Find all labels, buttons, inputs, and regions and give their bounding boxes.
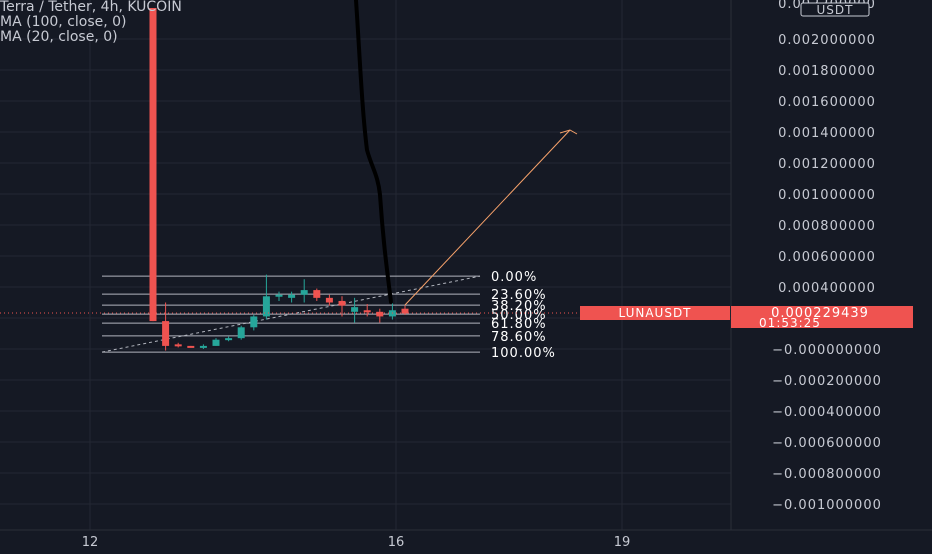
candle-body [351,307,359,312]
fib-level-label: 38.20% [491,299,547,314]
time-tick-label: 16 [388,535,405,550]
price-tick-label: 0.001200000 [778,157,876,172]
legend-symbol[interactable]: Terra / Tether, 4h, KUCOIN [0,0,182,15]
candle-body [162,321,170,346]
fib-level-label: 50.00% [491,308,547,323]
candle [363,304,371,317]
candle-body [262,296,270,317]
candle-body [313,290,321,298]
price-tick-label: 0.000600000 [778,250,876,265]
candle [325,294,333,306]
price-axis[interactable]: 0.002000000 0.001800000 0.001600000 0.00140… [772,33,882,513]
fib-level-label: 78.60% [491,330,547,345]
time-tick-label: 19 [614,535,631,550]
projection-arrow[interactable] [404,129,578,306]
candle-body [187,345,195,348]
currency-badge-label: USDT [817,3,854,17]
chart-legend: Terra / Tether, 4h, KUCOIN MA (100, clos… [0,0,182,45]
price-tick-label: 0.001800000 [778,64,876,79]
candle [313,288,321,301]
fib-level-label: 61.80% [491,317,547,332]
time-axis[interactable]: 12 16 19 [82,535,631,550]
candle [338,296,346,317]
candle [262,274,270,320]
currency-badge[interactable]: USDT [800,2,870,17]
candle-body [250,316,258,328]
price-tick-label: −0.000600000 [772,436,882,451]
candle [149,8,157,322]
current-price-symbol: LUNAUSDT [618,306,691,320]
candles [149,8,409,351]
fibonacci-retracement[interactable]: 0.00% 23.60%38.20%50.00%61.80%78.60%100.0… [101,270,556,361]
price-tick-label: −0.000200000 [772,374,882,389]
candle-body [174,344,182,347]
candle [300,279,308,303]
candle [237,325,245,340]
candle-body [401,308,409,314]
candle [174,342,182,348]
price-tick-label: 0.000800000 [778,219,876,234]
candle-body [149,8,157,322]
current-price-value: 0.000229439 [771,306,869,321]
candle-body [199,345,207,348]
price-tick-label: 0.002000000 [778,33,876,48]
candle [351,297,359,323]
candle-body [376,311,384,317]
drawn-curve[interactable] [354,0,393,304]
candle [212,338,220,346]
price-tick-label: −0.000000000 [772,343,882,358]
candle-body [338,300,346,306]
price-tick-label: −0.000400000 [772,405,882,420]
fib-level-label: 0.00% [491,270,537,285]
candle-body [212,339,220,346]
candle [187,345,195,348]
fib-trend-line [101,275,481,353]
candle [250,314,258,331]
candle-body [225,338,233,341]
current-price-tag: LUNAUSDT 0.000229439 01:53:25 [580,306,913,330]
time-tick-label: 12 [82,535,99,550]
candle-body [325,297,333,303]
price-tick-label: 0.001000000 [778,188,876,203]
candle-body [363,310,371,313]
legend-ma-20[interactable]: MA (20, close, 0) [0,29,118,45]
fib-level-label: 100.00% [491,346,556,361]
fib-level-label: 23.60% [491,288,547,303]
price-tick-label: −0.001000000 [772,498,882,513]
candle [275,291,283,301]
candle-body [237,327,245,339]
price-tick-label: −0.000800000 [772,467,882,482]
candle-body [300,290,308,295]
price-tick-label: 0.001600000 [778,95,876,110]
candle [162,302,170,351]
candle [225,336,233,342]
candle [199,344,207,349]
candle [376,308,384,323]
candle-body [275,294,283,297]
candle-body [288,294,296,298]
price-tick-label: 0.001400000 [778,126,876,141]
price-tick-label: 0.000400000 [778,281,876,296]
current-price-countdown: 01:53:25 [759,316,821,330]
candle [288,291,296,303]
legend-ma-100[interactable]: MA (100, close, 0) [0,14,127,30]
